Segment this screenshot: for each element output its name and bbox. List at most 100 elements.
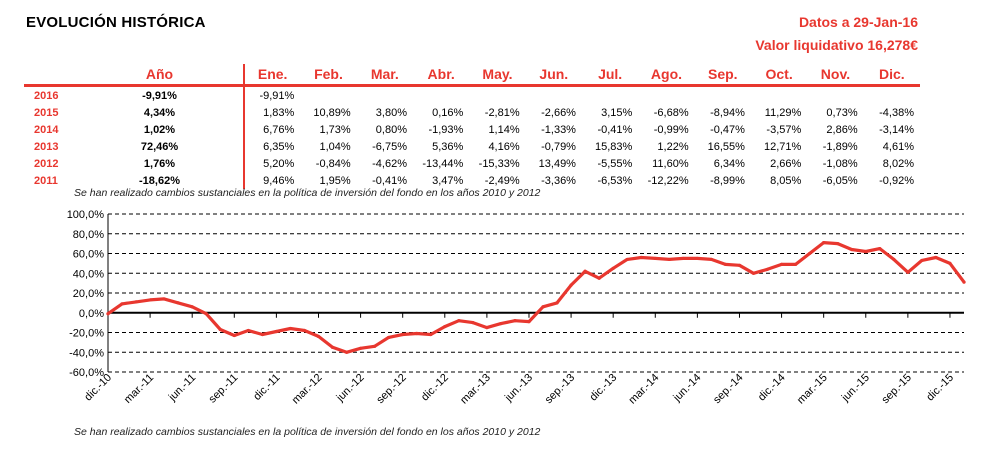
month-header: Jul. [598, 66, 623, 82]
data-point [316, 334, 321, 339]
monthly-return-cell [638, 86, 694, 105]
monthly-return-cell: 4,16% [488, 140, 520, 153]
data-point [387, 335, 391, 340]
table-header-row: Año Ene. Feb. Mar. Abr. May. Jun. Jul. Ago. Sep.… [24, 64, 920, 86]
data-point [583, 269, 587, 273]
annual-column-header: Año [76, 64, 245, 86]
y-axis-ticks: -60,0% -40,0% -20,0% 0,0% 20,0% 40,0% 60,0% 80,… [67, 209, 105, 379]
monthly-return-cell [469, 86, 525, 105]
data-point [330, 345, 335, 349]
monthly-return-cell: -8,99% [710, 174, 745, 187]
monthly-return-cell: 6,35% [263, 140, 295, 153]
y-tick-label: -40,0% [69, 347, 104, 359]
table-row: 2016 -9,91% -9,91% [24, 85, 920, 105]
monthly-return-cell: -1,08% [822, 157, 858, 170]
monthly-return-cell: -1,93% [428, 123, 464, 136]
monthly-return-cell: -0,41% [372, 174, 407, 187]
annual-return-cell: 72,46% [76, 138, 245, 155]
data-point [246, 328, 250, 333]
x-tick-label: sep.-14 [711, 372, 745, 406]
y-tick-label: 40,0% [73, 268, 104, 280]
monthly-return-cell: -0,41% [597, 123, 633, 136]
monthly-return-cell: 5,20% [263, 157, 295, 170]
data-point [611, 266, 615, 270]
data-point [920, 258, 924, 263]
data-point [639, 255, 643, 260]
year-cell: 2011 [34, 174, 58, 187]
month-header: Jun. [539, 66, 569, 82]
page-title: EVOLUCIÓN HISTÓRICA [26, 14, 206, 31]
month-header: Nov. [820, 66, 851, 82]
monthly-return-cell: 6,76% [263, 123, 295, 136]
data-point [948, 261, 952, 265]
monthly-return-cell [413, 86, 469, 105]
monthly-return-cell: 13,49% [538, 157, 576, 170]
monthly-return-cell [751, 86, 807, 105]
monthly-return-cell: -12,22% [647, 174, 689, 187]
x-tick-label: sep.-15 [880, 372, 914, 406]
monthly-return-cell: 11,29% [764, 106, 802, 119]
monthly-return-cell: 2,86% [826, 123, 858, 136]
monthly-return-cell: 1,95% [319, 174, 351, 187]
data-point [204, 312, 208, 316]
data-point [162, 297, 166, 301]
monthly-return-cell: -4,62% [372, 157, 407, 170]
data-point [358, 346, 363, 350]
data-point [569, 283, 573, 287]
month-header: Mar. [370, 66, 399, 82]
policy-change-note-top: Se han realizado cambios sustanciales en… [74, 187, 541, 199]
x-tick-label: mar.-14 [627, 372, 662, 407]
data-point [429, 332, 433, 337]
data-point [218, 327, 222, 332]
month-header: Ene. [257, 66, 288, 82]
monthly-return-cell: 1,73% [319, 123, 351, 136]
monthly-return-cell: 3,47% [432, 174, 464, 187]
monthly-return-cell: -6,53% [597, 174, 633, 187]
month-header: May. [482, 66, 513, 82]
x-tick-label: jun.-11 [166, 372, 198, 404]
data-point [302, 328, 307, 333]
y-tick-label: 20,0% [73, 288, 104, 300]
data-point [457, 319, 461, 323]
monthly-return-cell [582, 86, 638, 105]
series-layer [106, 240, 966, 354]
policy-change-note-bottom: Se han realizado cambios sustanciales en… [74, 426, 541, 438]
x-tick-label: sep.-12 [374, 372, 408, 406]
month-header: Ago. [650, 66, 683, 82]
monthly-return-cell: -2,81% [484, 106, 520, 119]
monthly-return-cell: 8,02% [882, 157, 914, 170]
monthly-return-cell: -1,89% [822, 140, 858, 153]
monthly-return-cell: 1,83% [263, 106, 295, 119]
chart-grid [108, 213, 964, 373]
monthly-return-cell: -2,66% [541, 106, 576, 119]
table-row: 2012 1,76% 5,20% -0,84% -4,62% -13,44% -15,33%… [24, 155, 920, 172]
table-row: 2014 1,02% 6,76% 1,73% 0,80% -1,93% 1,14% -1,33… [24, 121, 920, 138]
table-row: 2015 4,34% 1,83% 10,89% 3,80% 0,16% -2,81% -2,6… [24, 104, 920, 121]
year-cell: 2012 [34, 157, 59, 170]
x-tick-label: mar.-12 [290, 372, 325, 407]
data-point [751, 271, 756, 275]
x-tick-label: dic.-14 [756, 372, 788, 404]
y-tick-label: 60,0% [73, 249, 104, 261]
data-point [836, 242, 840, 246]
data-point [794, 262, 798, 266]
data-point [415, 331, 419, 336]
data-point [808, 251, 812, 256]
monthly-return-cell: 1,04% [319, 140, 351, 153]
monthly-return-cell: -5,55% [597, 157, 633, 170]
data-point [134, 300, 138, 304]
data-point [695, 256, 699, 261]
data-point [723, 262, 728, 266]
x-tick-label: sep.-11 [207, 372, 241, 406]
x-tick-label: dic.-12 [419, 372, 451, 404]
monthly-return-cell: -15,33% [478, 157, 520, 170]
data-point [541, 305, 545, 309]
monthly-return-cell: -6,68% [653, 106, 689, 119]
year-column-header [24, 64, 76, 86]
data-point [106, 312, 110, 316]
y-tick-label: -60,0% [69, 367, 104, 379]
x-axis-ticks: dic.-10 mar.-11 jun.-11 sep.-11 dic.-11 mar.-… [82, 372, 956, 407]
monthly-return-cell [300, 86, 356, 105]
returns-table: Año Ene. Feb. Mar. Abr. May. Jun. Jul. Ago. Sep.… [24, 64, 920, 189]
monthly-return-cell: -3,36% [541, 174, 576, 187]
